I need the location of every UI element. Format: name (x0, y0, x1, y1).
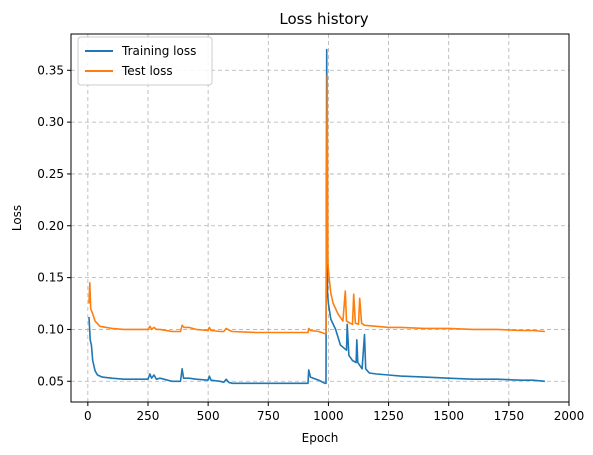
legend-label-test-loss: Test loss (121, 64, 173, 78)
legend-label-training-loss: Training loss (121, 44, 196, 58)
plot-frame (70, 33, 570, 403)
y-tick-label: 0.05 (37, 374, 64, 388)
y-axis-ticks: 0.05 0.10 0.15 0.20 0.25 0.30 0.35 (37, 63, 71, 388)
legend: Training loss Test loss (77, 36, 213, 86)
x-tick-label: 1250 (373, 409, 404, 423)
x-tick-label: 1000 (313, 409, 344, 423)
x-tick-label: 0 (84, 409, 92, 423)
x-tick-label: 1750 (494, 409, 525, 423)
y-tick-label: 0.15 (37, 271, 64, 285)
x-axis-label: Epoch (302, 431, 339, 445)
y-tick-label: 0.10 (37, 322, 64, 336)
y-axis-label: Loss (10, 205, 24, 231)
x-tick-label: 250 (137, 409, 160, 423)
y-tick-label: 0.35 (37, 63, 64, 77)
y-tick-label: 0.30 (37, 115, 64, 129)
y-tick-label: 0.20 (37, 219, 64, 233)
x-tick-label: 2000 (554, 409, 585, 423)
x-tick-label: 500 (197, 409, 220, 423)
series-line-test-loss (88, 74, 545, 335)
x-tick-label: 1500 (433, 409, 464, 423)
x-axis-ticks: 0 250 500 750 1000 1250 1500 1750 2000 (84, 402, 584, 423)
chart-title: Loss history (279, 10, 368, 28)
series-line-training-loss (88, 48, 545, 385)
legend-box (77, 36, 213, 86)
y-tick-label: 0.25 (37, 167, 64, 181)
x-tick-label: 750 (257, 409, 280, 423)
series-lines (88, 48, 545, 385)
